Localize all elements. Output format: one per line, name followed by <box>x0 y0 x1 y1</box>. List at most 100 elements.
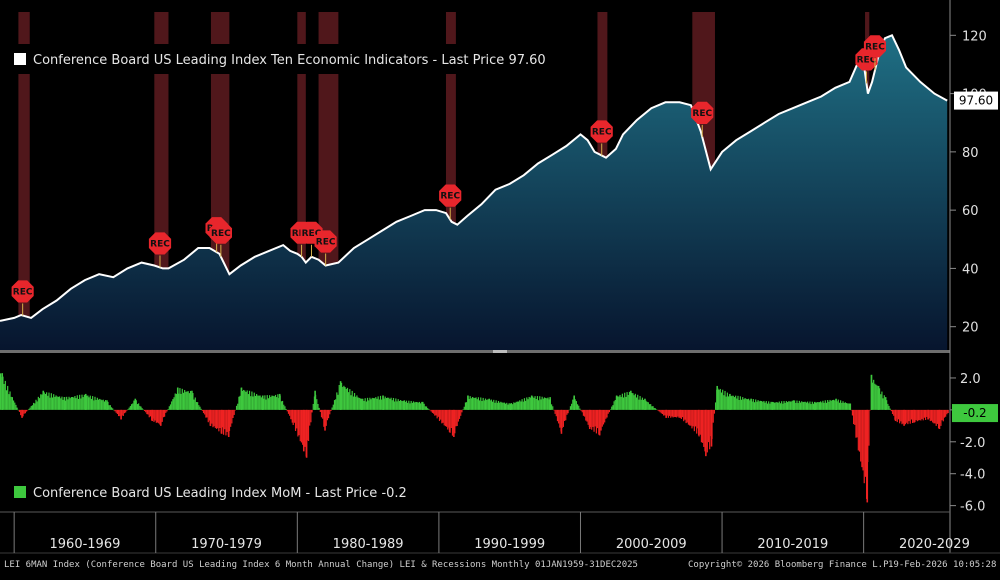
mom-bar <box>471 396 474 410</box>
mom-bar <box>232 409 234 418</box>
mom-bar-key <box>509 403 512 410</box>
mom-bar <box>147 409 149 415</box>
mom-bar <box>565 409 567 421</box>
mom-bar <box>585 409 587 421</box>
mom-bar <box>566 409 568 415</box>
mom-bar <box>758 401 760 410</box>
mom-bar <box>558 409 560 424</box>
mom-bar <box>230 409 232 427</box>
mom-bar <box>653 407 655 410</box>
mom-bar <box>548 399 550 410</box>
mom-bar-key <box>261 395 264 410</box>
mom-bar-key <box>448 409 451 433</box>
mom-bar <box>207 409 209 423</box>
mom-bar <box>80 398 82 410</box>
mom-bar <box>621 393 623 410</box>
mom-bar <box>804 401 806 410</box>
mom-bar <box>411 402 413 410</box>
mom-bar <box>335 399 337 410</box>
mom-bar <box>617 396 619 410</box>
mom-bar <box>641 397 644 410</box>
mom-bar <box>766 403 769 410</box>
mom-bar <box>552 406 554 410</box>
mom-bar <box>75 398 77 410</box>
mom-bar <box>68 396 70 410</box>
panel-divider[interactable] <box>0 350 950 353</box>
mom-bar <box>165 409 167 413</box>
mom-bar <box>352 396 354 410</box>
mom-bar <box>251 391 253 410</box>
mom-bar <box>614 399 616 410</box>
mom-bar <box>613 401 615 410</box>
mom-bar <box>546 398 548 410</box>
mom-bar <box>10 396 12 410</box>
mom-bar <box>581 409 583 413</box>
rec-marker <box>314 230 337 253</box>
mom-bar <box>433 409 435 414</box>
mom-bar <box>684 409 686 420</box>
mom-bar <box>635 397 638 410</box>
mom-bar <box>598 409 600 435</box>
mom-bar <box>908 409 910 422</box>
mom-bar <box>906 409 908 423</box>
mom-bar <box>491 401 494 410</box>
mom-bar <box>391 400 393 410</box>
mom-bar <box>214 409 216 428</box>
panel-resize-handle[interactable] <box>493 350 507 353</box>
mom-bar <box>643 399 645 410</box>
mom-bar <box>20 409 22 416</box>
mom-bar <box>100 399 102 410</box>
mom-bar <box>749 400 751 410</box>
mom-bar <box>744 398 746 410</box>
mom-bar <box>618 396 620 410</box>
mom-bar <box>363 400 365 410</box>
mom-bar <box>269 395 271 410</box>
mom-bar <box>525 400 527 410</box>
mom-bar <box>359 398 362 410</box>
mom-bar <box>500 401 502 410</box>
mom-bar-key <box>1 373 4 410</box>
top-y-tick-label: 120 <box>962 29 987 44</box>
mom-bar <box>836 401 838 410</box>
rec-marker <box>148 232 172 255</box>
mom-bar <box>273 396 275 410</box>
mom-bar <box>307 409 310 441</box>
mom-bar <box>660 409 662 414</box>
mom-bar <box>285 408 287 410</box>
mom-bar <box>794 400 796 410</box>
mom-bar <box>791 400 793 410</box>
bottom-y-axis: 2.0 -2.0 -4.0 -6.0 -0.2 <box>950 372 998 515</box>
top-last-price-badge <box>954 91 998 110</box>
mom-bar <box>691 409 693 429</box>
mom-bar <box>36 401 38 410</box>
mom-bar <box>12 400 15 410</box>
mom-bar <box>348 392 350 410</box>
mom-bar <box>466 402 468 410</box>
mom-bar <box>720 392 723 410</box>
mom-bar <box>154 409 156 421</box>
mom-bar-key <box>421 401 424 410</box>
mom-bar <box>926 409 928 417</box>
mom-bar <box>357 397 359 410</box>
mom-bar-key <box>913 409 915 423</box>
mom-bar <box>655 409 658 410</box>
mom-bar <box>851 409 854 416</box>
mom-bar-key <box>361 398 363 410</box>
mom-bar <box>200 408 202 410</box>
footer-copyright: Copyright© 2026 Bloomberg Finance L.P. <box>688 560 894 570</box>
mom-bar <box>823 402 825 410</box>
mom-bar <box>712 409 714 423</box>
mom-bar <box>569 406 572 410</box>
mom-bar <box>651 406 653 410</box>
mom-bar <box>436 409 438 419</box>
mom-bar <box>44 393 47 410</box>
mom-bar <box>693 409 695 432</box>
mom-bar <box>371 397 373 410</box>
mom-bar <box>523 398 526 410</box>
mom-bar <box>801 401 803 410</box>
mom-bar <box>332 404 334 410</box>
mom-bar <box>37 396 39 410</box>
mom-bar <box>681 409 684 418</box>
mom-bar <box>940 409 942 426</box>
mom-bar <box>186 391 188 410</box>
